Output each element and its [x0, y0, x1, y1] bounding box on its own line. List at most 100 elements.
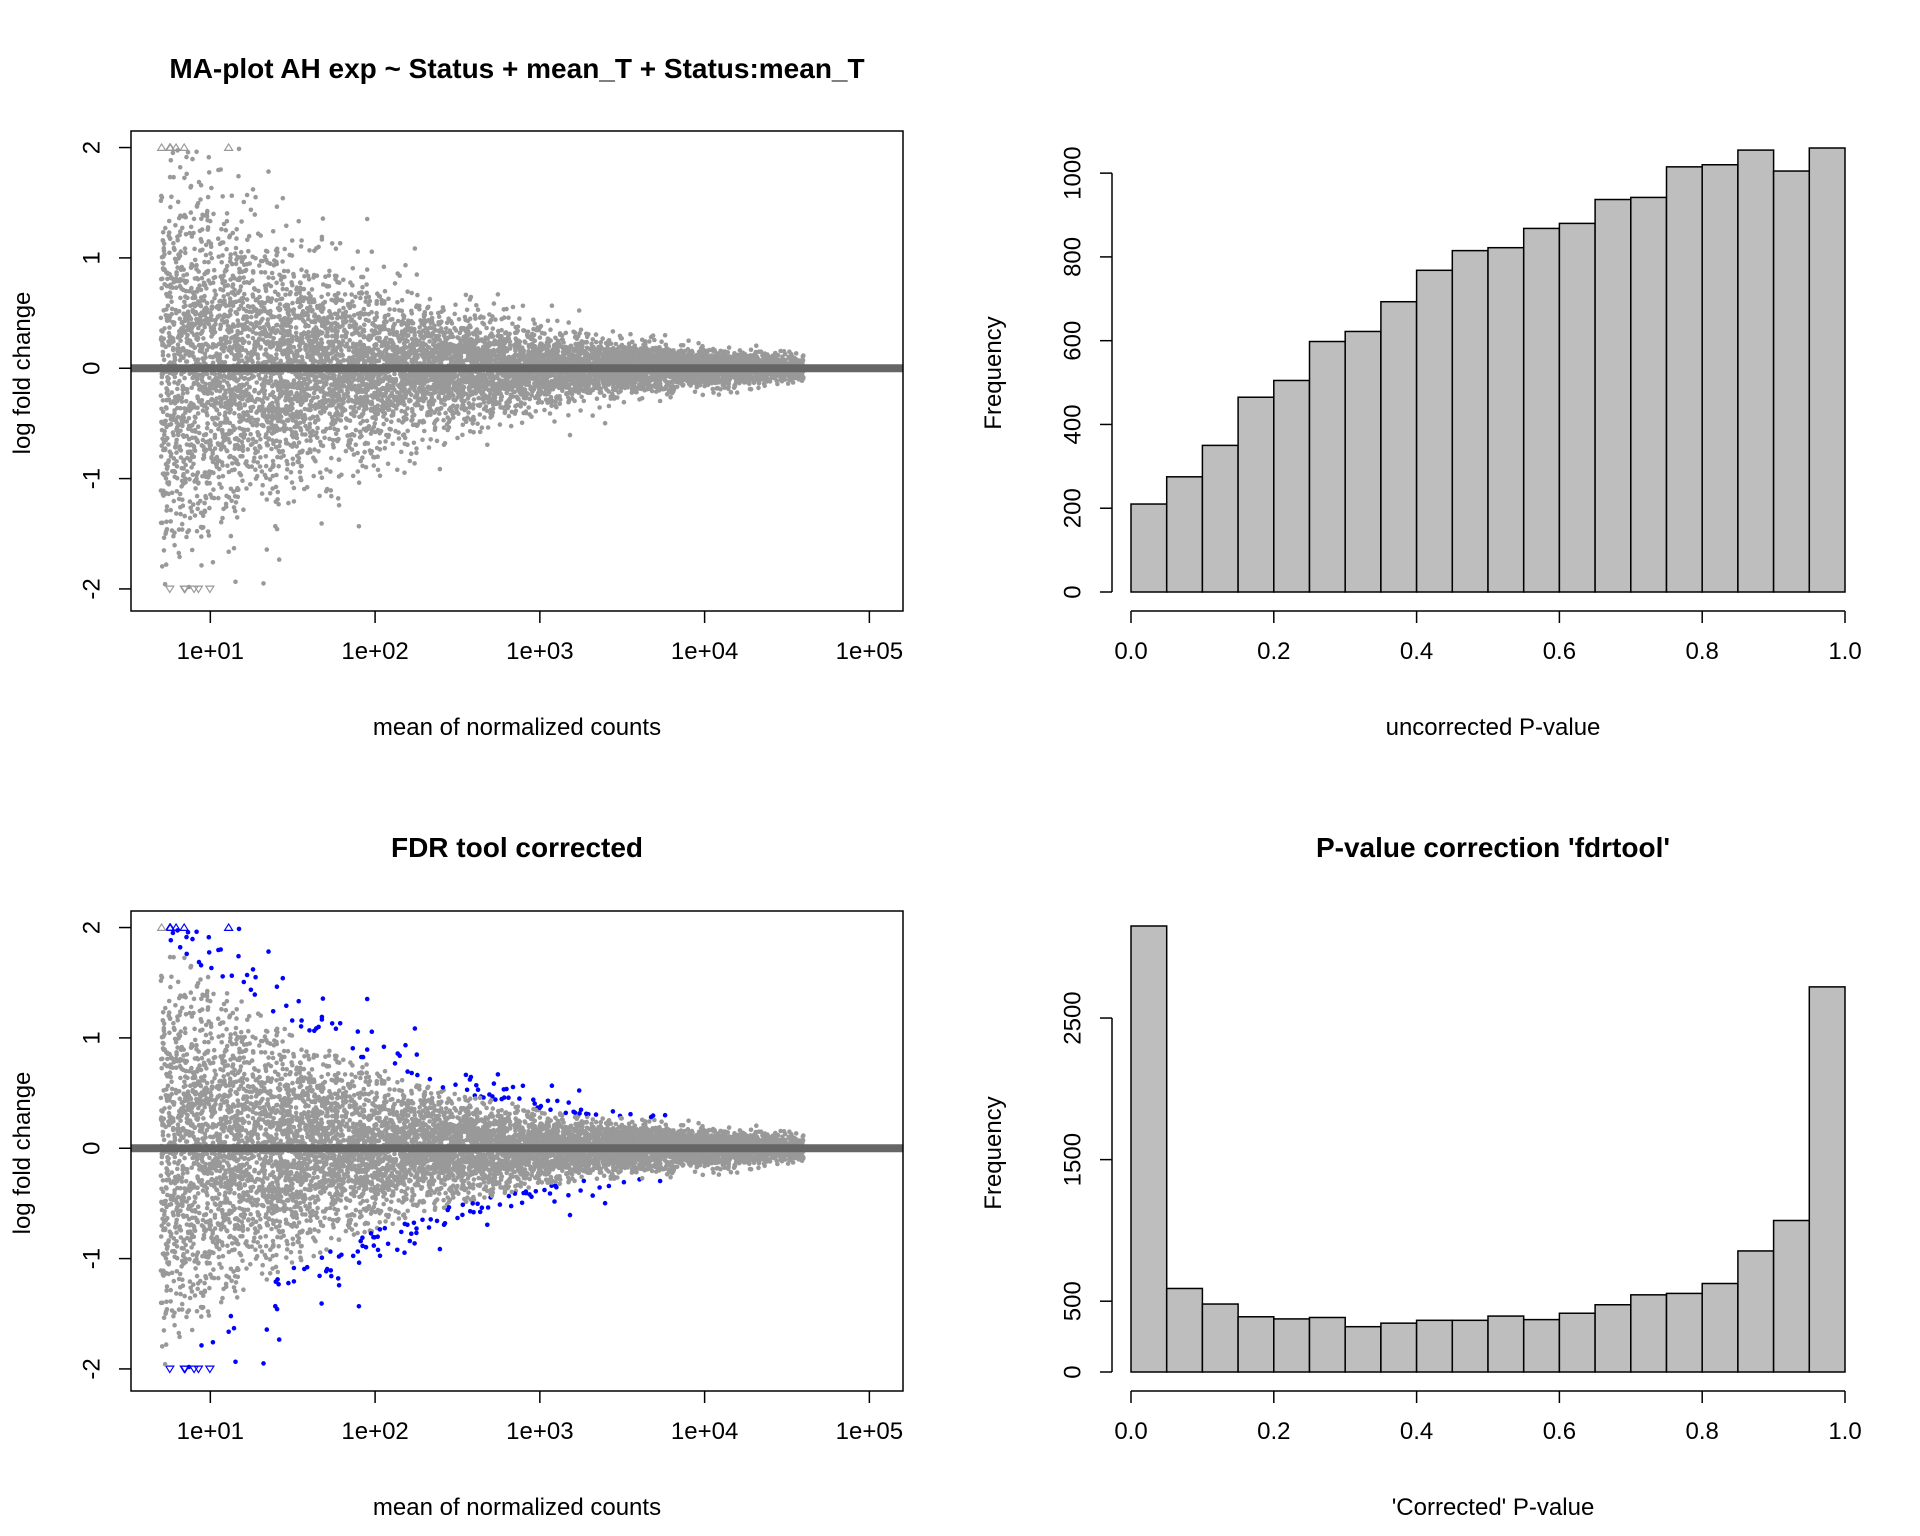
data-point	[578, 408, 583, 413]
data-point	[754, 343, 759, 349]
data-point	[602, 420, 608, 426]
data-point	[389, 419, 394, 425]
data-point	[296, 218, 302, 224]
data-point	[350, 432, 355, 437]
data-point	[180, 503, 186, 509]
data-point	[390, 441, 396, 447]
data-point	[326, 273, 332, 278]
data-point	[396, 418, 402, 423]
data-point	[214, 407, 220, 413]
data-point	[228, 252, 233, 257]
data-point	[221, 294, 226, 299]
data-point	[440, 305, 446, 310]
data-point	[175, 199, 181, 205]
data-point	[358, 430, 363, 435]
data-point	[239, 439, 245, 445]
data-point	[554, 405, 559, 410]
data-point	[197, 283, 202, 288]
data-point	[173, 285, 179, 291]
data-point	[700, 392, 706, 398]
data-point	[402, 441, 408, 447]
data-point	[238, 454, 243, 459]
data-point	[400, 433, 406, 438]
data-point	[488, 387, 493, 393]
data-point	[497, 422, 503, 427]
data-point	[263, 463, 269, 469]
data-point	[382, 288, 388, 294]
data-point	[361, 335, 367, 340]
data-point	[249, 314, 254, 320]
data-point	[169, 299, 174, 305]
data-point	[399, 408, 404, 414]
data-point	[409, 308, 414, 314]
data-point	[259, 469, 265, 474]
data-point	[172, 394, 178, 400]
data-point	[343, 309, 349, 315]
data-point	[411, 440, 417, 446]
data-point	[353, 427, 359, 433]
data-point	[362, 322, 367, 328]
data-point	[168, 158, 174, 163]
data-point	[160, 349, 166, 355]
data-point	[189, 385, 194, 391]
data-point	[265, 317, 271, 322]
data-point	[296, 440, 302, 445]
data-point	[381, 421, 387, 427]
data-point	[192, 257, 198, 263]
data-point	[299, 449, 305, 455]
data-point	[182, 513, 187, 519]
data-point	[405, 406, 410, 411]
data-point	[664, 392, 670, 397]
data-point	[205, 194, 211, 200]
data-point	[248, 442, 254, 448]
data-point	[238, 472, 244, 478]
data-point	[200, 212, 205, 218]
data-point	[484, 325, 489, 331]
data-point	[165, 276, 170, 282]
data-point	[362, 449, 367, 455]
data-point	[226, 549, 231, 555]
data-point	[230, 303, 236, 309]
data-point	[414, 450, 419, 456]
data-point	[225, 292, 231, 297]
data-point	[291, 344, 297, 350]
data-point	[291, 311, 296, 317]
data-point	[284, 287, 290, 292]
data-point	[369, 249, 375, 254]
data-point	[191, 461, 196, 467]
data-point	[201, 336, 206, 341]
data-point	[734, 390, 740, 395]
data-point	[203, 381, 208, 387]
data-point	[491, 301, 497, 306]
data-point	[506, 413, 512, 419]
data-point	[185, 529, 190, 535]
data-point	[415, 292, 420, 298]
data-point	[234, 236, 239, 241]
data-point	[263, 347, 269, 352]
data-point	[233, 579, 238, 585]
data-point	[175, 386, 180, 392]
data-point	[261, 581, 266, 586]
data-point	[211, 211, 216, 217]
ma-plot-title: MA-plot AH exp ~ Status + mean_T + Statu…	[169, 53, 864, 84]
data-point	[260, 400, 266, 405]
data-point	[377, 440, 383, 445]
data-point	[260, 316, 265, 322]
data-point	[409, 392, 414, 398]
data-point	[220, 253, 225, 258]
data-point	[374, 298, 380, 304]
data-point	[479, 425, 485, 431]
data-point	[195, 394, 200, 399]
data-point	[274, 280, 279, 286]
data-point	[319, 294, 324, 300]
data-point	[311, 272, 317, 278]
data-point	[464, 307, 470, 313]
panel-ma-plot: MA-plot AH exp ~ Status + mean_T + Statu…	[9, 53, 904, 741]
data-point	[194, 262, 199, 268]
data-point	[198, 197, 203, 202]
data-point	[371, 454, 376, 460]
data-point	[164, 406, 169, 411]
data-point	[242, 291, 247, 297]
data-point	[192, 246, 197, 252]
